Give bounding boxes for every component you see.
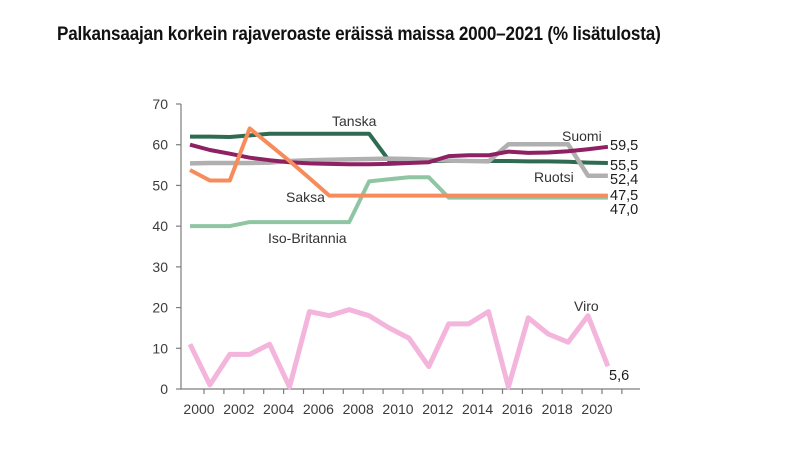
x-tick-label: 2020 xyxy=(581,401,612,417)
end-value-label-ruotsi: 52,4 xyxy=(610,172,638,188)
series-line-saksa xyxy=(189,126,608,198)
x-tick-label: 2000 xyxy=(183,401,214,417)
x-tick-label: 2002 xyxy=(223,401,254,417)
end-value-label-saksa: 47,5 xyxy=(610,188,638,204)
series-label-tanska: Tanska xyxy=(332,113,377,129)
y-tick-label: 20 xyxy=(152,300,168,316)
x-tick-label: 2010 xyxy=(382,401,413,417)
x-tick-label: 2008 xyxy=(343,401,374,417)
series-label-iso-britannia: Iso-Britannia xyxy=(268,230,347,246)
y-tick-label: 40 xyxy=(152,218,168,234)
end-value-label-viro: 5,6 xyxy=(609,368,629,384)
end-value-label-iso-britannia: 47,0 xyxy=(610,202,638,218)
y-tick-label: 30 xyxy=(152,259,168,275)
series-label-saksa: Saksa xyxy=(286,189,325,205)
end-value-label-tanska: 55,5 xyxy=(610,158,638,174)
series-line-suomi xyxy=(189,142,609,167)
chart-title: Palkansaajan korkein rajaveroaste eräiss… xyxy=(57,24,661,45)
y-tick-label: 10 xyxy=(152,340,168,356)
y-tick-label: 50 xyxy=(152,177,168,193)
x-tick-label: 2018 xyxy=(542,401,573,417)
x-tick-label: 2014 xyxy=(462,401,493,417)
y-tick-label: 60 xyxy=(152,137,168,153)
series-label-viro: Viro xyxy=(574,298,599,314)
x-tick-label: 2004 xyxy=(263,401,294,417)
x-tick-label: 2012 xyxy=(422,401,453,417)
y-tick-label: 0 xyxy=(160,381,168,397)
series-label-suomi: Suomi xyxy=(562,128,602,144)
series-label-ruotsi: Ruotsi xyxy=(534,169,574,185)
x-tick-label: 2016 xyxy=(502,401,533,417)
series-line-viro xyxy=(187,307,611,390)
series-line-ruotsi xyxy=(189,142,608,178)
end-value-label-suomi: 59,5 xyxy=(610,138,638,154)
x-tick-label: 2006 xyxy=(303,401,334,417)
y-tick-label: 70 xyxy=(152,96,168,112)
